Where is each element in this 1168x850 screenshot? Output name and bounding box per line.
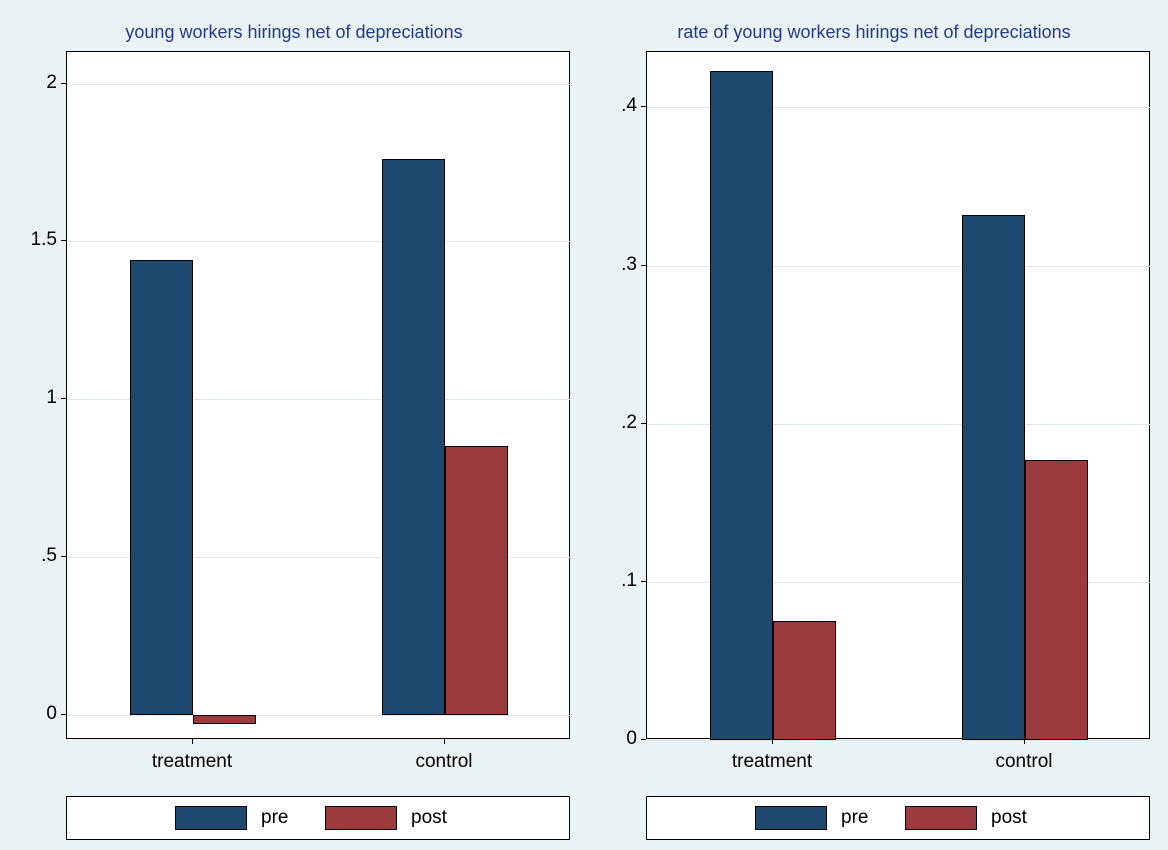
ytick (61, 398, 66, 399)
legend-swatch-post (325, 806, 397, 830)
ytick (641, 423, 646, 424)
bar-treatment-pre (710, 71, 773, 740)
bar-treatment-post (193, 715, 256, 724)
ytick (61, 240, 66, 241)
ytick-label: .1 (621, 570, 637, 592)
ytick (61, 556, 66, 557)
xtick-label: control (415, 751, 472, 773)
ytick-label: 1 (46, 387, 57, 409)
ytick-label: .4 (621, 95, 637, 117)
bar-control-post (445, 446, 508, 714)
legend: pre post (646, 796, 1150, 840)
legend: pre post (66, 796, 570, 840)
panel-left: young workers hirings net of depreciatio… (8, 6, 580, 844)
bar-treatment-post (773, 621, 836, 740)
legend-swatch-post (905, 806, 977, 830)
ytick (61, 714, 66, 715)
bar-control-pre (382, 159, 445, 714)
ytick-label: .5 (41, 545, 57, 567)
ytick-label: .3 (621, 254, 637, 276)
xtick (772, 739, 773, 744)
bar-control-pre (962, 215, 1025, 740)
ytick-label: 0 (626, 728, 637, 750)
legend-swatch-pre (175, 806, 247, 830)
gridline (67, 715, 571, 716)
ytick (641, 106, 646, 107)
ytick (641, 581, 646, 582)
ytick (641, 739, 646, 740)
legend-label-post: post (991, 807, 1041, 829)
plot-area (66, 51, 570, 739)
bar-control-post (1025, 460, 1088, 740)
xtick (1024, 739, 1025, 744)
panel-title: rate of young workers hirings net of dep… (677, 22, 1070, 43)
xtick (192, 739, 193, 744)
ytick-label: 0 (46, 703, 57, 725)
ytick-label: 2 (46, 72, 57, 94)
ytick (61, 83, 66, 84)
ytick (641, 265, 646, 266)
legend-swatch-pre (755, 806, 827, 830)
legend-label-post: post (411, 807, 461, 829)
gridline (67, 84, 571, 85)
figure-canvas: young workers hirings net of depreciatio… (0, 0, 1168, 850)
ytick-label: .2 (621, 412, 637, 434)
xtick (444, 739, 445, 744)
xtick-label: treatment (152, 751, 232, 773)
bar-treatment-pre (130, 260, 193, 714)
gridline (67, 241, 571, 242)
legend-label-pre: pre (841, 807, 891, 829)
gridline (647, 740, 1151, 741)
xtick-label: treatment (732, 751, 812, 773)
ytick-label: 1.5 (31, 229, 57, 251)
xtick-label: control (995, 751, 1052, 773)
plot-area (646, 51, 1150, 739)
panel-title: young workers hirings net of depreciatio… (125, 22, 462, 43)
legend-label-pre: pre (261, 807, 311, 829)
panel-right: rate of young workers hirings net of dep… (588, 6, 1160, 844)
